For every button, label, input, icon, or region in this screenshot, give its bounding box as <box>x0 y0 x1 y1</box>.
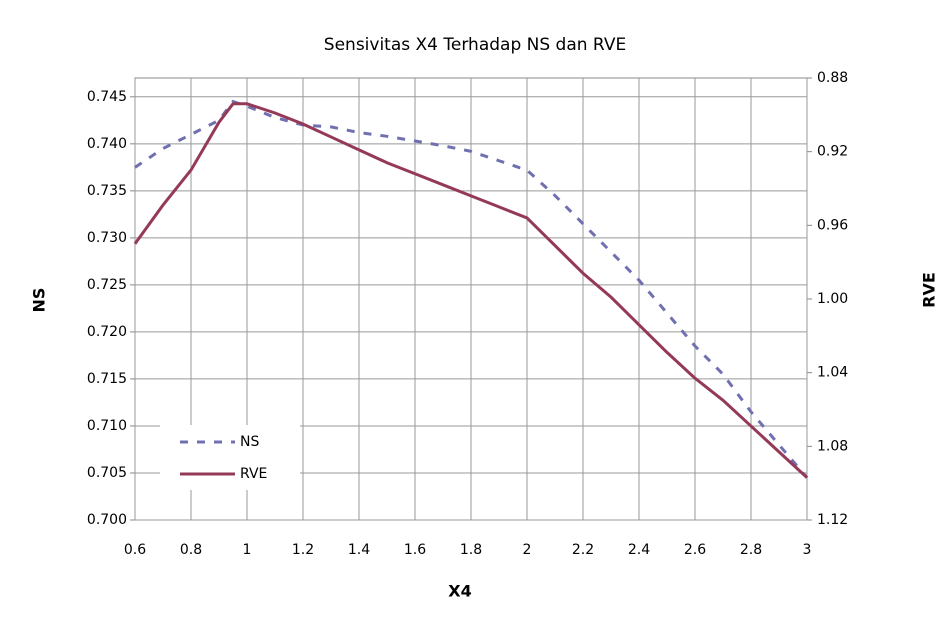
x-tick-label: 1.4 <box>348 542 370 558</box>
legend-box <box>160 425 300 490</box>
x-tick-label: 1.8 <box>460 542 482 558</box>
x-tick-label: 2.6 <box>684 542 706 558</box>
y-tick-label: 0.740 <box>87 136 127 152</box>
x-tick-label: 0.8 <box>180 542 202 558</box>
x-tick-label: 1 <box>243 542 252 558</box>
series-line <box>133 102 809 479</box>
x-tick-label: 3 <box>803 542 812 558</box>
y-tick-label: 0.700 <box>87 512 127 528</box>
y2-tick-label: 0.88 <box>817 70 848 86</box>
chart-title: Sensivitas X4 Terhadap NS dan RVE <box>324 35 626 55</box>
x-tick-label: 1.6 <box>404 542 426 558</box>
x-tick-label: 1.2 <box>292 542 314 558</box>
y2-tick-label: 0.96 <box>817 217 848 233</box>
legend-label: RVE <box>240 466 267 482</box>
y2-tick-label: 0.92 <box>817 144 848 160</box>
y2-tick-label: 1.00 <box>817 291 848 307</box>
x-tick-label: 2.4 <box>628 542 650 558</box>
y-axis-title: NS <box>30 288 49 313</box>
y-tick-label: 0.735 <box>87 183 127 199</box>
y-tick-label: 0.725 <box>87 277 127 293</box>
x-tick-label: 2.8 <box>740 542 762 558</box>
y2-axis-title: RVE <box>920 272 939 308</box>
y-tick-label: 0.745 <box>87 89 127 105</box>
legend-label: NS <box>240 434 259 450</box>
x-tick-label: 2.2 <box>572 542 594 558</box>
y2-tick-label: 1.08 <box>817 438 848 454</box>
y2-tick-label: 1.12 <box>817 512 848 528</box>
y-tick-label: 0.730 <box>87 230 127 246</box>
x-tick-label: 0.6 <box>124 542 146 558</box>
y-tick-label: 0.710 <box>87 418 127 434</box>
y-tick-label: 0.705 <box>87 465 127 481</box>
x-axis-title: X4 <box>448 582 471 601</box>
y2-tick-label: 1.04 <box>817 365 848 381</box>
x-tick-label: 2 <box>523 542 532 558</box>
y-tick-label: 0.720 <box>87 324 127 340</box>
y-tick-label: 0.715 <box>87 371 127 387</box>
